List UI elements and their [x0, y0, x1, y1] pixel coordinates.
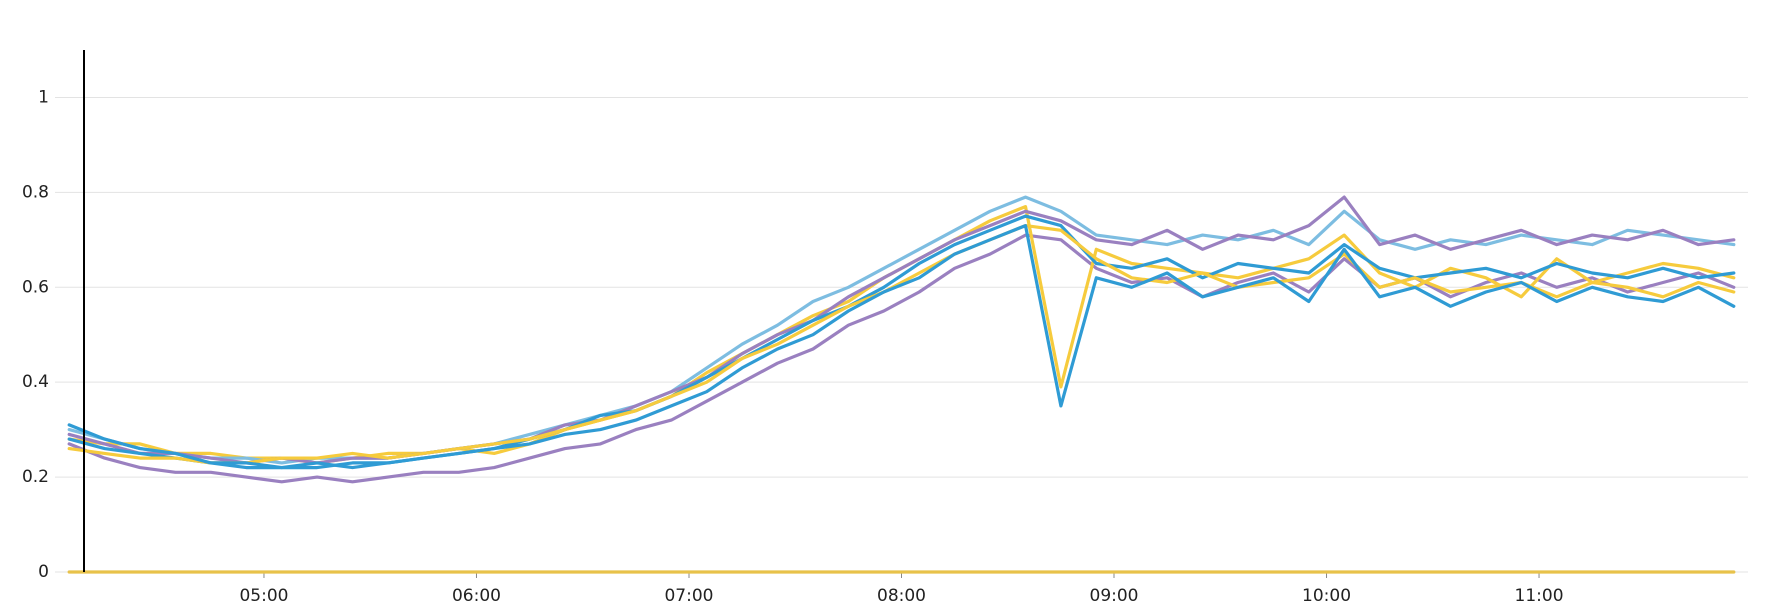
series-line: [67, 195, 1736, 465]
y-tick-label: 0.2: [22, 467, 49, 487]
x-tick-label: 05:00: [239, 586, 288, 606]
y-tick-label: 0.8: [22, 182, 49, 202]
x-tick-label: 07:00: [664, 586, 713, 606]
x-tick-label: 10:00: [1302, 586, 1351, 606]
x-tick-label: 11:00: [1515, 586, 1564, 606]
x-tick-label: 09:00: [1090, 586, 1139, 606]
y-tick-label: 0: [38, 562, 49, 582]
series-line: [67, 224, 1736, 465]
x-tick-label: 08:00: [877, 586, 926, 606]
series-line: [67, 224, 1736, 470]
y-tick-label: 1: [38, 87, 49, 107]
plot-area: [67, 195, 1736, 574]
y-tick-label: 0.6: [22, 277, 49, 297]
x-tick-label: 06:00: [452, 586, 501, 606]
series-line: [67, 195, 1736, 465]
y-tick-label: 0.4: [22, 372, 49, 392]
grid: 0 0.2 0.4 0.6 0.8 1 05:00 06:00 07:00 08:00 09:00 1…: [22, 87, 1748, 606]
series-line: [67, 214, 1736, 470]
series-line: [67, 233, 1736, 484]
